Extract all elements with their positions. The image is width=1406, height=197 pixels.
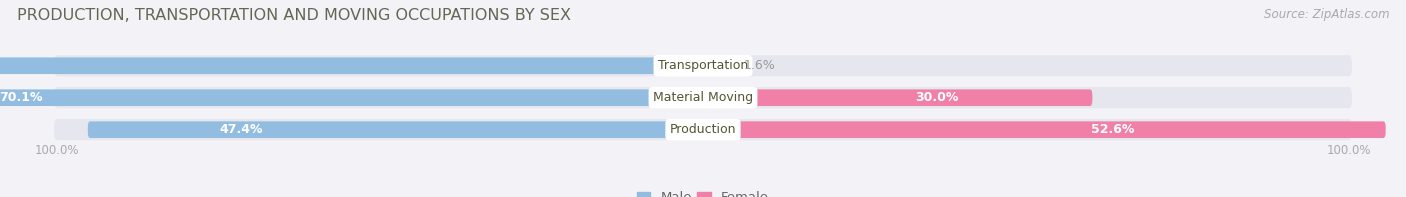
Text: 100.0%: 100.0% — [1327, 144, 1371, 157]
Legend: Male, Female: Male, Female — [637, 191, 769, 197]
FancyBboxPatch shape — [703, 89, 1092, 106]
FancyBboxPatch shape — [703, 121, 1386, 138]
Text: 30.0%: 30.0% — [915, 91, 959, 104]
FancyBboxPatch shape — [53, 119, 1353, 140]
Text: 52.6%: 52.6% — [1091, 123, 1135, 136]
Text: 70.1%: 70.1% — [0, 91, 42, 104]
FancyBboxPatch shape — [0, 89, 703, 106]
FancyBboxPatch shape — [53, 55, 1353, 76]
Text: Source: ZipAtlas.com: Source: ZipAtlas.com — [1264, 8, 1389, 21]
Text: Production: Production — [669, 123, 737, 136]
Text: 47.4%: 47.4% — [219, 123, 263, 136]
Text: 100.0%: 100.0% — [35, 144, 79, 157]
Text: PRODUCTION, TRANSPORTATION AND MOVING OCCUPATIONS BY SEX: PRODUCTION, TRANSPORTATION AND MOVING OC… — [17, 8, 571, 23]
FancyBboxPatch shape — [87, 121, 703, 138]
Text: Material Moving: Material Moving — [652, 91, 754, 104]
Text: Transportation: Transportation — [658, 59, 748, 72]
FancyBboxPatch shape — [0, 57, 703, 74]
FancyBboxPatch shape — [703, 57, 724, 74]
Text: 1.6%: 1.6% — [744, 59, 775, 72]
FancyBboxPatch shape — [53, 87, 1353, 108]
